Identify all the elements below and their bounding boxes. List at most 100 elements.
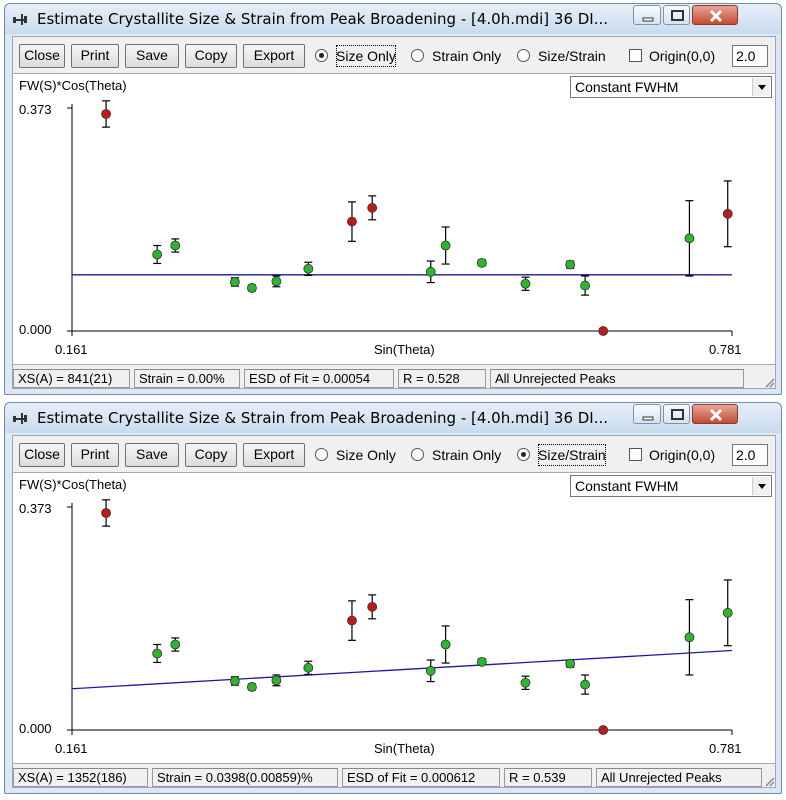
status-esd: ESD of Fit = 0.000612 <box>342 768 500 787</box>
checkbox[interactable] <box>629 448 642 461</box>
maximize-button[interactable] <box>663 404 690 424</box>
status-esd: ESD of Fit = 0.00054 <box>244 369 394 388</box>
checkbox-label: Origin(0,0) <box>649 48 716 64</box>
app-icon <box>12 11 30 27</box>
title-bar[interactable]: Estimate Crystallite Size & Strain from … <box>5 4 781 34</box>
status-xs: XS(A) = 841(21) <box>13 369 130 388</box>
data-point <box>598 725 609 735</box>
y-max-label: 0.373 <box>19 501 52 516</box>
data-point <box>101 508 111 518</box>
data-point <box>367 601 378 612</box>
fwhm-dropdown[interactable]: Constant FWHM <box>570 76 772 98</box>
status-strain: Strain = 0.0398(0.00859)% <box>152 768 338 787</box>
toolbar: Close Print Save Copy Export Size Only S… <box>13 37 775 73</box>
maximize-button[interactable] <box>663 5 690 25</box>
data-point <box>303 263 314 274</box>
x-max-label: 0.781 <box>709 342 742 357</box>
print-button[interactable]: Print <box>71 44 119 68</box>
copy-button[interactable]: Copy <box>185 443 237 467</box>
data-point <box>425 665 436 676</box>
checkbox-label: Origin(0,0) <box>649 447 716 463</box>
data-point <box>247 283 257 293</box>
x-min-label: 0.161 <box>55 741 88 756</box>
data-point <box>152 249 163 260</box>
data-point <box>565 658 576 669</box>
x-max-label: 0.781 <box>709 741 742 756</box>
minimize-button[interactable] <box>633 404 661 424</box>
data-point <box>722 607 733 618</box>
y-axis-title: FW(S)*Cos(Theta) <box>19 78 127 93</box>
print-button[interactable]: Print <box>71 443 119 467</box>
close-window-button[interactable] <box>692 5 738 25</box>
status-bar: XS(A) = 841(21) Strain = 0.00% ESD of Fi… <box>13 368 775 388</box>
radio-label: Strain Only <box>432 447 502 463</box>
data-point <box>229 676 240 686</box>
data-point <box>303 662 314 673</box>
maximize-icon <box>671 10 684 21</box>
radio-button[interactable] <box>411 448 424 461</box>
radio-label: Strain Only <box>432 48 502 64</box>
data-point <box>565 259 576 270</box>
data-point <box>247 682 257 692</box>
data-point <box>367 202 378 213</box>
status-xs: XS(A) = 1352(186) <box>13 768 148 787</box>
chart <box>67 100 733 336</box>
resize-grip-icon[interactable] <box>763 376 775 388</box>
data-point <box>271 276 282 287</box>
data-point <box>229 277 240 287</box>
toolbar: Close Print Save Copy Export Size Only S… <box>13 436 775 472</box>
y-min-label: 0.000 <box>19 322 52 337</box>
client-area: Close Print Save Copy Export Size Only S… <box>12 435 776 788</box>
title-bar[interactable]: Estimate Crystallite Size & Strain from … <box>5 403 781 433</box>
radio-button[interactable] <box>315 448 328 461</box>
fwhm-dropdown[interactable]: Constant FWHM <box>570 475 772 497</box>
chevron-down-icon[interactable] <box>752 477 770 495</box>
x-axis-title: Sin(Theta) <box>374 342 435 357</box>
client-area: Close Print Save Copy Export Size Only S… <box>12 36 776 389</box>
dropdown-value: Constant FWHM <box>575 478 679 494</box>
data-point <box>152 648 163 659</box>
maximize-icon <box>671 409 684 420</box>
data-point <box>440 240 451 251</box>
value-input[interactable]: 2.0 <box>732 45 768 67</box>
dropdown-value: Constant FWHM <box>575 79 679 95</box>
minimize-icon <box>642 416 654 421</box>
data-point <box>101 109 111 119</box>
radio-button[interactable] <box>411 49 424 62</box>
x-axis-title: Sin(Theta) <box>374 741 435 756</box>
close-icon <box>709 408 723 422</box>
data-point <box>170 639 181 650</box>
y-axis-title: FW(S)*Cos(Theta) <box>19 477 127 492</box>
status-r: R = 0.528 <box>398 369 486 388</box>
close-button[interactable]: Close <box>19 44 65 68</box>
copy-button[interactable]: Copy <box>185 44 237 68</box>
close-window-button[interactable] <box>692 404 738 424</box>
save-button[interactable]: Save <box>125 44 179 68</box>
data-point <box>347 216 357 227</box>
data-point <box>580 280 590 291</box>
data-point <box>425 266 436 277</box>
resize-grip-icon[interactable] <box>763 775 775 787</box>
radio-button[interactable] <box>517 49 530 62</box>
data-point <box>271 675 282 686</box>
export-button[interactable]: Export <box>243 44 305 68</box>
data-point <box>347 615 357 626</box>
minimize-button[interactable] <box>633 5 661 25</box>
chevron-down-icon[interactable] <box>752 78 770 96</box>
export-button[interactable]: Export <box>243 443 305 467</box>
window-title: Estimate Crystallite Size & Strain from … <box>37 409 609 427</box>
window-size-only: Estimate Crystallite Size & Strain from … <box>4 3 782 395</box>
data-point <box>170 240 181 251</box>
radio-button[interactable] <box>315 49 328 62</box>
value-input[interactable]: 2.0 <box>732 444 768 466</box>
data-point <box>520 278 531 289</box>
data-point <box>598 326 609 336</box>
status-peaks: All Unrejected Peaks <box>490 369 744 388</box>
window-title: Estimate Crystallite Size & Strain from … <box>37 10 609 28</box>
checkbox[interactable] <box>629 49 642 62</box>
close-button[interactable]: Close <box>19 443 65 467</box>
data-point <box>580 679 590 690</box>
radio-button[interactable] <box>517 448 530 461</box>
fit-line <box>71 649 733 690</box>
save-button[interactable]: Save <box>125 443 179 467</box>
